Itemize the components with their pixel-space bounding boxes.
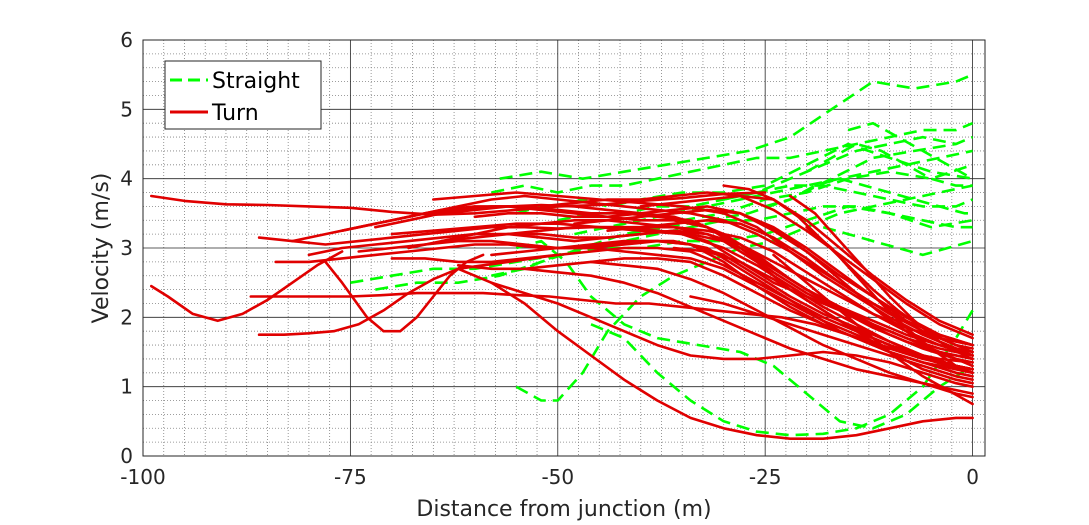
- series-line-turn-18: [490, 246, 974, 371]
- x-tick-label: -25: [749, 465, 782, 489]
- y-tick-label: 3: [120, 236, 133, 260]
- series-line-turn-16: [456, 257, 974, 375]
- series-line-straight-14: [822, 225, 973, 257]
- y-tick-label: 1: [120, 375, 133, 399]
- series-layer: [150, 73, 974, 441]
- x-tick-label: -100: [120, 465, 165, 489]
- series-line-straight-8: [590, 309, 974, 437]
- y-tick-label: 6: [120, 28, 133, 52]
- legend-label-turn: Turn: [211, 101, 259, 126]
- y-axis-label: Velocity (m/s): [89, 173, 114, 324]
- series-line-turn-34: [772, 253, 974, 406]
- series-line-straight-1: [499, 73, 974, 180]
- series-line-straight-6: [491, 121, 974, 194]
- series-line-turn-11: [373, 203, 974, 361]
- series-line-turn-17: [473, 205, 974, 347]
- series-line-turn-32: [788, 194, 974, 361]
- y-tick-labels: 0 1 2 3 4 5 6: [120, 28, 133, 468]
- y-tick-label: 0: [120, 444, 133, 468]
- y-tick-label: 5: [120, 97, 133, 121]
- series-line-straight-15: [847, 121, 974, 180]
- axes-box: [142, 39, 986, 457]
- series-line-turn-0: [150, 191, 767, 216]
- series-line-turn-26: [589, 260, 974, 399]
- series-line-turn-25: [573, 208, 974, 357]
- y-tick-label: 2: [120, 305, 133, 329]
- legend-label-straight: Straight: [212, 69, 300, 94]
- series-line-turn-13: [407, 219, 974, 354]
- x-tick-label: -50: [541, 465, 574, 489]
- series-line-turn-1: [150, 250, 344, 323]
- x-tick-label: 0: [966, 465, 979, 489]
- series-line-turn-37: [390, 222, 974, 371]
- series-line-straight-13: [805, 142, 973, 187]
- series-line-turn-28: [639, 194, 974, 337]
- x-tick-label: -75: [334, 465, 367, 489]
- series-line-turn-36: [431, 191, 974, 357]
- series-line-straight-3: [375, 142, 957, 291]
- legend-box: [164, 60, 322, 130]
- legend: Straight Turn: [164, 60, 322, 130]
- series-line-turn-29: [672, 246, 974, 371]
- series-line-turn-3: [257, 253, 560, 337]
- series-line-turn-35: [689, 295, 974, 382]
- series-line-turn-22: [456, 267, 974, 441]
- series-line-turn-21: [490, 281, 974, 389]
- series-line-straight-11: [723, 135, 974, 201]
- series-line-straight-5: [491, 205, 973, 277]
- x-axis-label: Distance from junction (m): [416, 497, 711, 522]
- y-tick-label: 4: [120, 167, 133, 191]
- series-turn: [150, 184, 974, 441]
- x-tick-labels: -100 -75 -50 -25 0: [120, 465, 979, 489]
- series-line-turn-33: [805, 225, 974, 375]
